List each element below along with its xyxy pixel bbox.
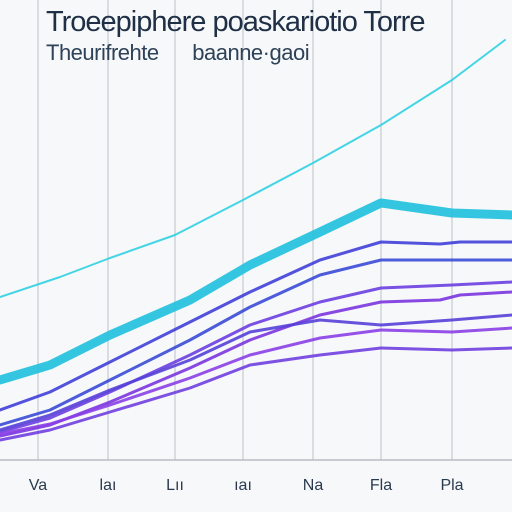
series-line-4 [0, 280, 512, 434]
series-line-2 [0, 240, 512, 412]
x-tick-label-6: Pla [440, 477, 463, 494]
x-tick-label-5: Fla [370, 477, 392, 494]
x-tick-label-4: Na [303, 477, 324, 494]
series-line-7 [0, 326, 512, 436]
series-line-8 [0, 346, 512, 442]
subtitle-left: Theurifrehte [46, 40, 159, 65]
x-tick-label-0: Va [29, 477, 47, 494]
chart-title: Troeepiphere poaskariotio Torre [46, 6, 425, 38]
series-line-6 [0, 313, 512, 432]
x-tick-label-3: ıaı [234, 477, 252, 494]
series-group [0, 39, 512, 442]
series-line-0 [0, 39, 506, 298]
x-axis-ticks: Va laı Lıı ıaı Na Fla Pla [29, 477, 464, 494]
series-line-3 [0, 258, 512, 427]
subtitle-right: baanne·gaoi [192, 40, 310, 65]
series-line-1 [0, 198, 512, 385]
x-tick-label-1: laı [100, 477, 117, 494]
x-tick-label-2: Lıı [166, 477, 184, 494]
chart-subtitle: Theurifrehte baanne·gaoi [46, 40, 337, 66]
grid-lines [0, 0, 512, 461]
